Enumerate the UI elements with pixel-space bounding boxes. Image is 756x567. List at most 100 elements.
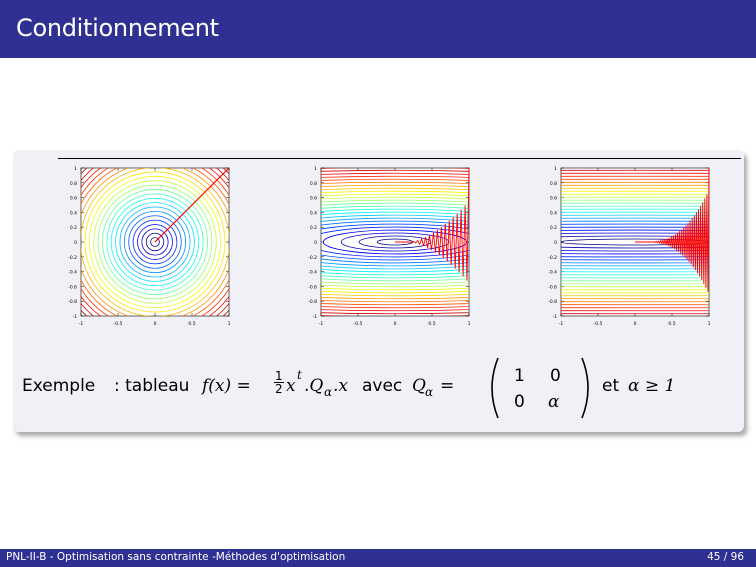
contour-ellipse [321,175,469,309]
x-tick-label: 0 [394,321,397,327]
contour-ellipse [561,190,709,294]
y-tick-label: 0.4 [550,210,557,216]
matrix-brackets [491,357,589,419]
y-tick-label: -0.4 [308,270,317,276]
contour-circle [141,228,169,256]
contour-circle [84,171,226,313]
example-colon: : tableau [114,376,190,396]
matrix-cell-12: 0 [550,366,561,386]
x-tick-label: 1 [228,321,231,327]
formula-sup-t: t [297,368,302,382]
contour-lines [321,168,469,316]
contour-ellipse [321,214,469,270]
y-tick-label: -0.6 [548,284,557,290]
contour-ellipse [561,238,709,246]
x-tick-label: 1 [708,321,711,327]
y-tick-label: -0.6 [308,284,317,290]
contour-ellipse [561,223,709,261]
y-tick-label: 0.4 [310,210,317,216]
contour-ellipse [321,193,469,291]
contour-plot-3: 1 0.8 0.6 0.4 0.2 0 -0.2 -0.4 -0.6 -0.8 -1-1 -0.5 0 0… [548,166,711,327]
formula-sub-alpha: α [324,385,333,399]
descent-path [395,167,470,281]
y-tick-label: 0.8 [70,181,77,187]
contour-ellipse [561,199,709,285]
contour-ellipse [321,172,469,312]
contour-ellipse [561,172,709,312]
contour-ellipse [561,202,709,282]
formula-Q-sub-alpha: α [425,385,434,399]
x-tick-label: -1 [79,321,84,327]
x-tick-label: 0.5 [668,321,675,327]
contour-ellipse [561,196,709,288]
contour-ellipse [561,229,709,255]
contour-ellipse [321,190,469,294]
contour-circle [115,202,195,282]
contour-circle [119,206,191,278]
contour-ellipse [561,193,709,291]
formula-alpha-condition: α ≥ 1 [628,376,676,396]
y-tick-label: 0.6 [310,196,317,202]
contour-ellipse [321,220,469,264]
contour-ellipse [561,232,709,252]
y-tick-label: 0.6 [70,196,77,202]
formula-et: et [602,376,620,396]
x-tick-label: -0.5 [354,321,363,327]
contour-ellipse [340,232,450,252]
contour-circle [145,232,165,252]
x-tick-label: -1 [319,321,324,327]
contour-ellipse [561,181,709,303]
y-tick-label: -0.6 [68,284,77,290]
descent-path [635,167,710,292]
contour-ellipse [321,181,469,303]
contour-circle [97,184,213,300]
contour-circle [93,180,217,304]
slide-title: Conditionnement [16,14,219,42]
contour-ellipse [561,187,709,297]
y-tick-label: -0.8 [548,299,557,305]
contour-ellipse [561,211,709,273]
y-tick-label: 0.8 [550,181,557,187]
y-tick-label: -1 [313,314,318,320]
formula-x: x [286,376,296,396]
footer-bar: PNL-II-B - Optimisation sans contrainte … [0,549,756,567]
contour-ellipse [321,199,469,285]
x-tick-label: 0 [154,321,157,327]
y-tick-label: 0.2 [550,225,557,231]
y-tick-label: -0.2 [548,255,557,261]
y-tick-label: -0.2 [68,255,77,261]
y-tick-label: -0.4 [68,270,77,276]
y-tick-label: -0.8 [68,299,77,305]
matrix-cell-11: 1 [514,366,525,386]
contour-ellipse [321,187,469,297]
y-tick-label: -0.8 [308,299,317,305]
footer-course-title: PNL-II-B - Optimisation sans contrainte … [6,551,346,563]
contour-ellipse [321,169,469,315]
matrix-cell-22: α [548,392,560,412]
y-tick-label: -1 [553,314,558,320]
y-tick-label: -0.4 [548,270,557,276]
contour-plot-1: 1 0.8 0.6 0.4 0.2 0 -0.2 -0.4 -0.6 -0.8 -1-1 -0.5 0 0… [68,166,231,327]
y-tick-label: 0 [554,240,557,246]
contour-circle [123,210,187,274]
title-bar: Conditionnement [0,0,756,58]
contour-lines [81,168,229,316]
x-tick-label: 0 [634,321,637,327]
contour-ellipse [561,208,709,276]
contour-circle [150,237,160,247]
contour-ellipse [321,178,469,306]
x-tick-label: 0.5 [428,321,435,327]
formula-f-lhs: f(x) = [202,376,251,396]
contour-ellipse [321,205,469,279]
contour-ellipse [321,223,469,261]
x-tick-label: -0.5 [594,321,603,327]
y-tick-label: 0.6 [550,196,557,202]
contour-lines [561,169,709,315]
contour-ellipse [561,235,709,249]
contour-ellipse [321,211,469,273]
contour-circle [137,224,173,260]
contour-ellipse [561,214,709,270]
contour-circle [102,189,208,295]
contour-ellipse [561,178,709,306]
